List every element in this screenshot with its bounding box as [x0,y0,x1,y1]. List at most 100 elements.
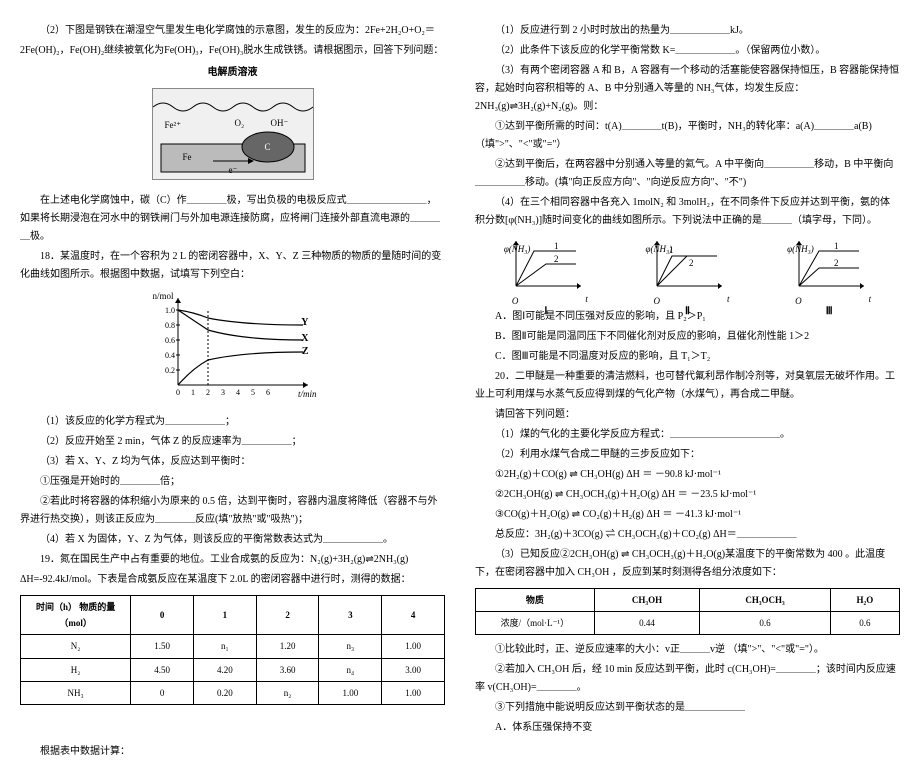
series-z: Z [302,343,309,361]
t1-r2c2: 0.20 [193,681,256,704]
r-p9: C．图Ⅲ可能是不同温度对反应的影响，且 T₁＞T₂ [475,348,900,366]
mini-xlabel-3: t [869,291,872,307]
mini-graph-2: 1 2 φ(NH₃) t O Ⅱ [647,236,727,306]
r-p4: ①达到平衡所需的时间：t(A)＿＿＿＿t(B)，平衡时，NH₃的转化率：a(A)… [475,118,900,154]
svg-text:0: 0 [176,388,180,397]
t1-h1: 0 [131,596,194,635]
t1-r0c2: n₁ [193,635,256,658]
r-p18: （3）已知反应②2CH₃OH(g) ⇌ CH₃OCH₃(g)＋H₂O(g)某温度… [475,546,900,582]
svg-text:3: 3 [221,388,225,397]
table-row: 浓度/（mol·L⁻¹） 0.44 0.6 0.6 [476,612,900,635]
table-nh3: 时间（h） 物质的量（mol） 0 1 2 3 4 N₂ 1.50 n₁ 1.2… [20,595,445,705]
svg-text:1.0: 1.0 [165,306,175,315]
q18-3-2: ②若此时将容器的体积缩小为原来的 0.5 倍，达到平衡时，容器内温度将降低（容器… [20,493,445,529]
t1-r2c4: 1.00 [319,681,382,704]
r-p17: 总反应：3H₂(g)＋3CO(g) ⇌ CH₃OCH₃(g)＋CO₂(g) ΔH… [475,526,900,544]
q19-footer: 根据表中数据计算： [20,743,445,761]
t2-h1: CH₃OH [594,589,700,612]
q20-stem: 20．二甲醚是一种重要的清洁燃料，也可替代氟利昂作制冷剂等，对臭氧层无破坏作用。… [475,368,900,404]
r-p16: ③CO(g)＋H₂O(g) ⇌ CO₂(g)＋H₂(g) ΔH ＝ －41.3 … [475,506,900,524]
table-row: N₂ 1.50 n₁ 1.20 n₃ 1.00 [21,635,445,658]
t1-h4: 3 [319,596,382,635]
r-p21: ③下列措施中能说明反应达到平衡状态的是＿＿＿＿＿＿ [475,699,900,717]
t1-h0: 时间（h） 物质的量（mol） [21,596,131,635]
mini-xlabel-2: t [727,291,730,307]
origin-o-3: O [795,293,802,309]
t1-r0c4: n₃ [319,635,382,658]
label-o2: O₂ [235,115,245,131]
t1-r1c5: 3.00 [382,658,445,681]
svg-text:2: 2 [206,388,210,397]
svg-text:0.4: 0.4 [165,351,175,360]
xyz-graph: 0.2 0.4 0.6 0.8 1.0 0 1 2 3 4 5 6 [20,290,445,407]
t1-r0c0: N₂ [21,635,131,658]
t1-r0c5: 1.00 [382,635,445,658]
t1-h2: 1 [193,596,256,635]
q18-1: （1）该反应的化学方程式为＿＿＿＿＿＿； [20,413,445,431]
mini-ylabel-3: φ(NH₃) [787,241,814,257]
mini-graphs: 1 2 φ(NH₃) t O Ⅰ 1 [475,236,900,306]
table-row: H₂ 4.50 4.20 3.60 n₄ 3.00 [21,658,445,681]
mini-ylabel-1: φ(NH₃) [504,241,531,257]
t1-r1c4: n₄ [319,658,382,681]
r-p11: 请回答下列问题： [475,406,900,424]
svg-text:2: 2 [554,254,559,264]
svg-text:5: 5 [251,388,255,397]
r-p12: （1）煤的气化的主要化学反应方程式：＿＿＿＿＿＿＿＿＿＿＿。 [475,426,900,444]
r-p2: （2）此条件下该反应的化学平衡常数 K=＿＿＿＿＿＿。（保留两位小数）。 [475,42,900,60]
graph-ylabel: n/mol [153,288,174,304]
mini-xlabel-1: t [585,291,588,307]
q17-2-answer: 在上述电化学腐蚀中，碳（C）作＿＿＿＿极，写出负极的电极反应式＿＿＿＿＿＿＿＿，… [20,192,445,246]
r-p6: （4）在三个相同容器中各充入 1molN₂ 和 3molH₂，在不同条件下反应并… [475,194,900,230]
label-fe2plus: Fe²⁺ [165,117,181,133]
t2-r0c1: 0.44 [594,612,700,635]
graph-xlabel: t/min [298,386,317,402]
t1-h5: 4 [382,596,445,635]
q18-3: （3）若 X、Y、Z 均为气体，反应达到平衡时： [20,453,445,471]
svg-text:0.6: 0.6 [165,336,175,345]
t1-r0c1: 1.50 [131,635,194,658]
t2-h3: H₂O [830,589,899,612]
table-ch3oh: 物质 CH₃OH CH₃OCH₃ H₂O 浓度/（mol·L⁻¹） 0.44 0… [475,588,900,635]
q17-2-line1: （2）下图是钢铁在潮湿空气里发生电化学腐蚀的示意图，发生的反应为：2Fe+2H₂… [20,22,445,40]
label-c: C [265,139,271,155]
r-p20: ②若加入 CH₃OH 后，经 10 min 反应达到平衡，此时 c(CH₃OH)… [475,661,900,697]
mini-graph-3: 1 2 φ(NH₃) t O Ⅲ [789,236,869,306]
svg-text:1: 1 [191,388,195,397]
label-oh: OH⁻ [271,115,289,131]
r-p15: ②2CH₃OH(g) ⇌ CH₃OCH₃(g)＋H₂O(g) ΔH ＝ －23.… [475,486,900,504]
q19-stem2: ΔH=-92.4kJ/mol。下表是合成氨反应在某温度下 2.0L 的密闭容器中… [20,571,445,589]
q17-2-line2: 2Fe(OH)₂，Fe(OH)₂继续被氧化为Fe(OH)₃，Fe(OH)₃脱水生… [20,42,445,60]
t1-r1c1: 4.50 [131,658,194,681]
mini-graph-1: 1 2 φ(NH₃) t O Ⅰ [506,236,586,306]
q18-stem: 18．某温度时，在一个容积为 2 L 的密闭容器中，X、Y、Z 三种物质的物质的… [20,248,445,284]
r-p1: （1）反应进行到 2 小时时放出的热量为＿＿＿＿＿＿kJ。 [475,22,900,40]
t2-h2: CH₃OCH₃ [700,589,830,612]
t1-r1c3: 3.60 [256,658,319,681]
r-p5: ②达到平衡后，在两容器中分别通入等量的氦气。A 中平衡向＿＿＿＿＿移动，B 中平… [475,156,900,192]
svg-text:0.2: 0.2 [165,366,175,375]
origin-o-2: O [653,293,660,309]
svg-text:1: 1 [834,241,839,251]
table-row: NH₃ 0 0.20 n₂ 1.00 1.00 [21,681,445,704]
origin-o-1: O [512,293,519,309]
t1-r1c2: 4.20 [193,658,256,681]
r-p13: （2）利用水煤气合成二甲醚的三步反应如下： [475,446,900,464]
t1-r2c0: NH₃ [21,681,131,704]
svg-text:6: 6 [266,388,270,397]
t1-r2c1: 0 [131,681,194,704]
t1-h3: 2 [256,596,319,635]
t2-r0c3: 0.6 [830,612,899,635]
mini-ylabel-2: φ(NH₃) [645,241,672,257]
r-p22: A．体系压强保持不变 [475,719,900,737]
diagram-caption: 电解质溶液 [20,64,445,82]
corrosion-diagram: Fe²⁺ O₂ OH⁻ Fe C e⁻ [20,88,445,186]
q18-3-1: ①压强是开始时的＿＿＿＿倍； [20,473,445,491]
t2-h0: 物质 [476,589,595,612]
q18-4: （4）若 X 为固体，Y、Z 为气体，则该反应的平衡常数表达式为＿＿＿＿＿＿。 [20,531,445,549]
t1-r2c3: n₂ [256,681,319,704]
svg-text:2: 2 [689,258,694,268]
t2-r0c0: 浓度/（mol·L⁻¹） [476,612,595,635]
t1-r0c3: 1.20 [256,635,319,658]
svg-text:1: 1 [554,241,559,251]
